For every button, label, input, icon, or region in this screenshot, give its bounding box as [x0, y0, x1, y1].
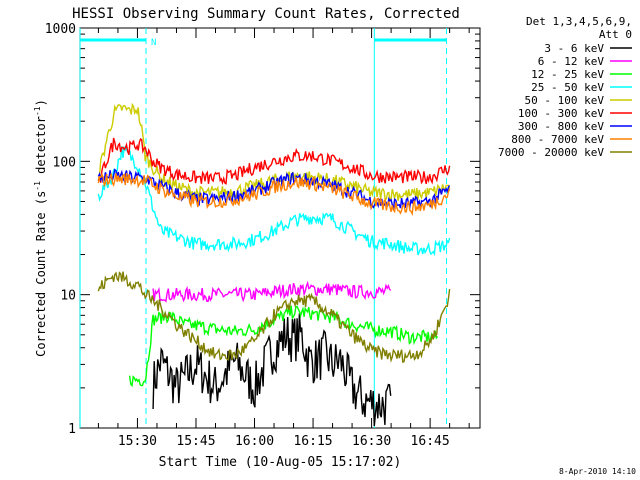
legend-header-line1: Det 1,3,4,5,6,9, [526, 15, 632, 28]
x-axis: 15:30 15:45 16:00 16:15 16:30 16:45 [97, 28, 470, 449]
y-tick-label: 1000 [45, 22, 76, 37]
footer-date: 8-Apr-2010 14:10 [559, 467, 636, 476]
legend-entry-label: 6 - 12 keV [538, 55, 605, 68]
legend-entry-label: 800 - 7000 keV [511, 133, 604, 146]
series-line [97, 146, 451, 257]
series-line [152, 280, 392, 303]
time-markers: N [79, 28, 448, 428]
plot-border [79, 27, 481, 429]
series-line [128, 305, 439, 388]
series-line [152, 313, 392, 427]
legend-entry-label: 300 - 800 keV [518, 120, 604, 133]
legend-header-line2: Att 0 [599, 28, 632, 41]
x-tick-label: 16:45 [411, 434, 450, 449]
legend-entry-label: 50 - 100 keV [525, 94, 605, 107]
y-label-mid: detector [34, 116, 48, 181]
series-line [97, 172, 451, 217]
legend-entry-label: 12 - 25 keV [531, 68, 604, 81]
x-tick-label: 15:45 [176, 434, 215, 449]
y-axis: 1 10 100 1000 [45, 22, 480, 437]
legend-entry-label: 7000 - 20000 keV [498, 146, 604, 159]
y-tick-label: 100 [53, 155, 76, 170]
y-label-sup1: -1 [33, 181, 42, 191]
series-line [97, 271, 451, 364]
plot-area [79, 27, 481, 429]
legend-entry-label: 100 - 300 keV [518, 107, 604, 120]
data-series [97, 102, 451, 427]
y-axis-label: Corrected Count Rate (s-1 detector-1) [33, 99, 48, 357]
y-tick-label: 1 [68, 422, 76, 437]
series-line [97, 137, 451, 186]
chart-title: HESSI Observing Summary Count Rates, Cor… [72, 6, 460, 22]
legend-entry-label: 3 - 6 keV [544, 42, 604, 55]
y-label-end: ) [34, 99, 48, 106]
x-tick-label: 16:30 [352, 434, 391, 449]
legend-entry-label: 25 - 50 keV [531, 81, 604, 94]
x-tick-label: 15:30 [118, 434, 157, 449]
y-tick-label: 10 [60, 289, 76, 304]
y-label-main: Corrected Count Rate (s [34, 191, 48, 357]
x-axis-label: Start Time (10-Aug-05 15:17:02) [159, 455, 402, 470]
y-label-sup2: -1 [33, 106, 42, 116]
night-marker-label: N [151, 38, 156, 48]
x-tick-label: 16:15 [293, 434, 332, 449]
x-tick-label: 16:00 [235, 434, 274, 449]
